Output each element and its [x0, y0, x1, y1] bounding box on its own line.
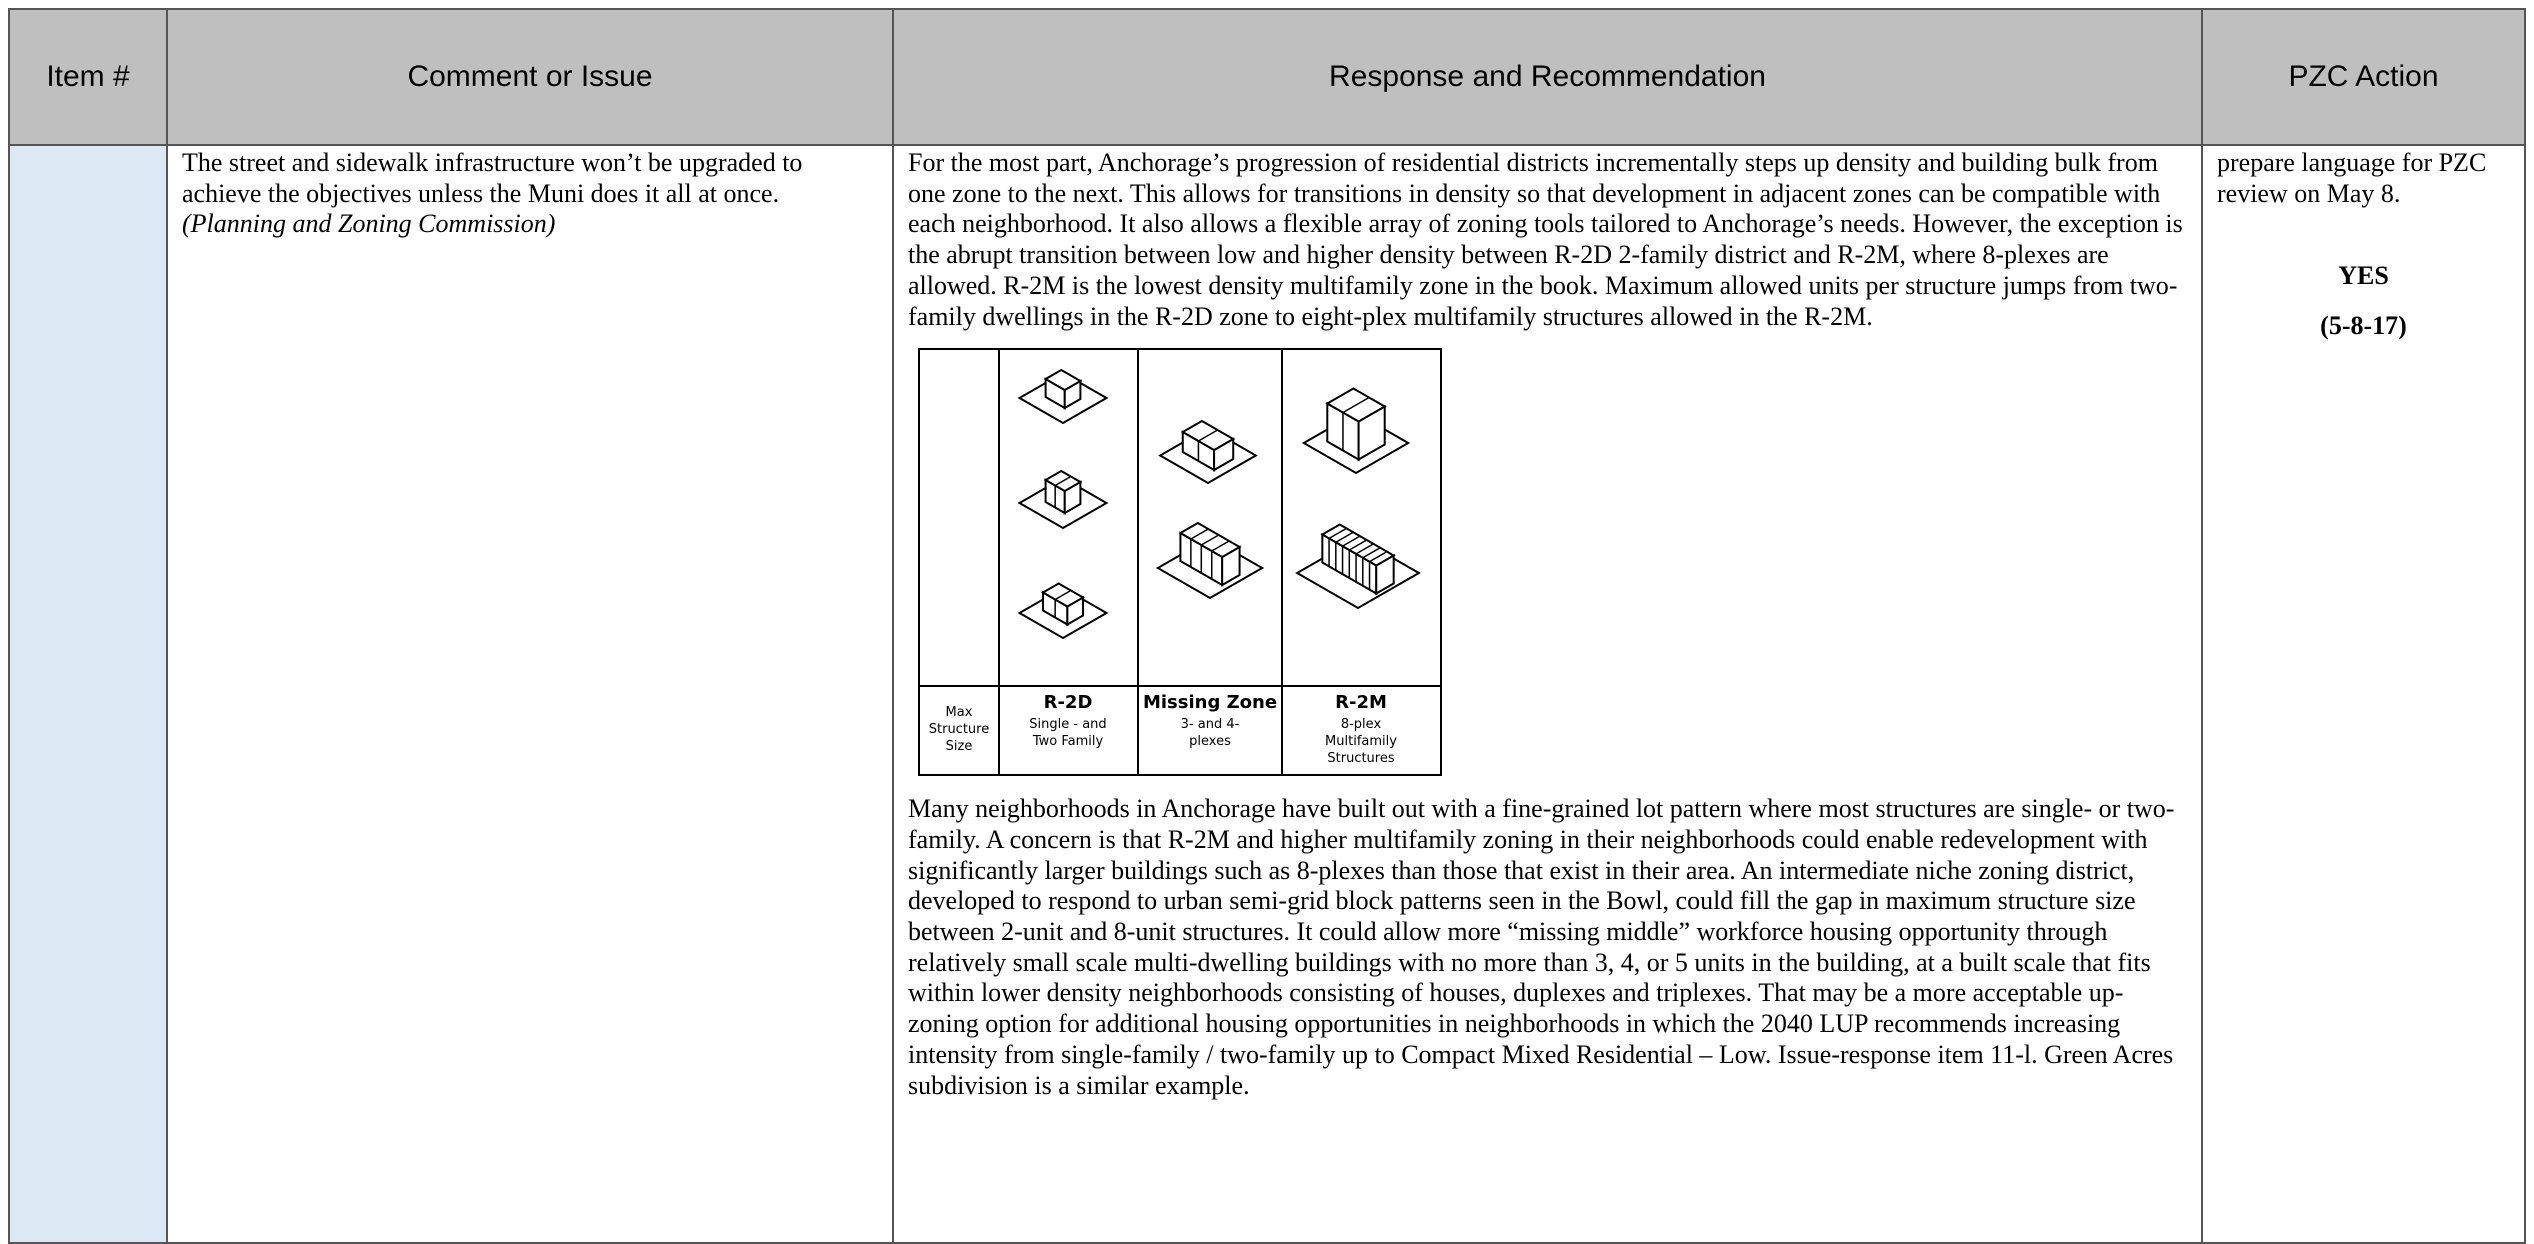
comment-source: (Planning and Zoning Commission)	[182, 209, 556, 239]
unit-line	[1210, 540, 1230, 580]
paragraph: For the most part, Anchorage’s progressi…	[908, 148, 2183, 331]
comment-cell: The street and sidewalk infrastructure w…	[166, 144, 894, 1244]
figure-label: Size	[946, 739, 973, 754]
action-text: prepare language for PZC review on May 8…	[2217, 148, 2487, 208]
unit-line	[1197, 429, 1218, 462]
figure-subtitle: 8-plex	[1341, 717, 1382, 732]
figure-subtitle: Structures	[1327, 751, 1394, 766]
header-cell: Response and Recommendation	[892, 8, 2203, 146]
figure-label: Structure	[929, 722, 989, 737]
figure-title: R-2M	[1335, 692, 1387, 713]
building-roof	[1043, 369, 1083, 392]
figure-title: Missing Zone	[1143, 692, 1277, 713]
figure-subtitle: Two Family	[1032, 734, 1104, 749]
unit-line	[1054, 590, 1072, 618]
figure-subtitle: Single - and	[1029, 717, 1106, 732]
unit-line	[1054, 476, 1072, 508]
unit-line	[1190, 528, 1209, 568]
figure-label: Max	[946, 705, 973, 720]
unit-line	[1368, 551, 1388, 590]
header-cell: Comment or Issue	[166, 8, 894, 146]
comment-text: The street and sidewalk infrastructure w…	[182, 148, 803, 208]
figure-title: R-2D	[1044, 692, 1093, 713]
unit-line	[1348, 539, 1368, 579]
unit-line	[1200, 534, 1220, 574]
unit-line	[1341, 535, 1361, 575]
item-cell	[8, 144, 168, 1244]
unit-line	[1328, 527, 1347, 567]
unit-line	[1362, 547, 1381, 586]
action-cell: prepare language for PZC review on May 8…	[2201, 144, 2526, 1244]
unit-line	[1355, 543, 1374, 583]
date: (5-8-17)	[2320, 311, 2407, 341]
figure-subtitle: plexes	[1189, 734, 1231, 749]
unit-line	[1335, 531, 1354, 571]
zoning-figure: Max Structure Size R-2D Single - and Two Fami…	[918, 348, 1442, 777]
response-cell: For the most part, Anchorage’s progressi…	[892, 144, 2203, 1244]
unit-line	[1342, 397, 1370, 451]
figure-subtitle: Multifamily	[1325, 734, 1397, 749]
figure-subtitle: 3- and 4-	[1181, 717, 1240, 732]
decision: YES	[2338, 261, 2389, 291]
paragraph: Many neighborhoods in Anchorage have bui…	[908, 794, 2175, 1100]
header-cell: Item #	[8, 8, 168, 146]
header-cell: PZC Action	[2201, 8, 2526, 146]
